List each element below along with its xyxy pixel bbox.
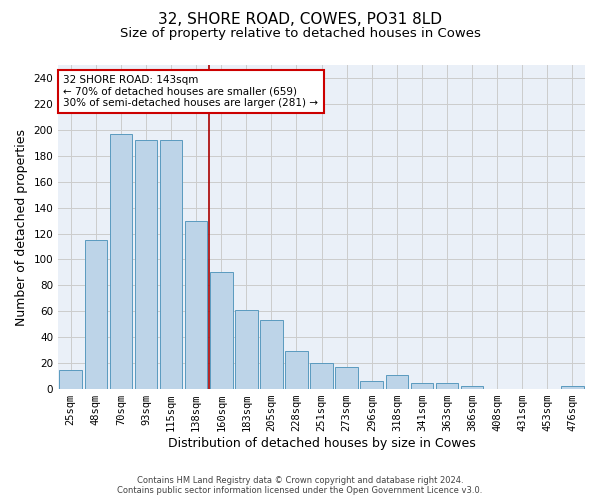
Bar: [361, 382, 383, 389]
Text: 32, SHORE ROAD, COWES, PO31 8LD: 32, SHORE ROAD, COWES, PO31 8LD: [158, 12, 442, 28]
Bar: [210, 272, 233, 389]
Bar: [436, 382, 458, 389]
Bar: [59, 370, 82, 389]
Bar: [561, 386, 584, 389]
Bar: [461, 386, 484, 389]
Bar: [110, 134, 132, 389]
Bar: [185, 220, 208, 389]
X-axis label: Distribution of detached houses by size in Cowes: Distribution of detached houses by size …: [168, 437, 475, 450]
Bar: [335, 367, 358, 389]
Text: Contains HM Land Registry data © Crown copyright and database right 2024.
Contai: Contains HM Land Registry data © Crown c…: [118, 476, 482, 495]
Bar: [285, 352, 308, 389]
Bar: [85, 240, 107, 389]
Text: Size of property relative to detached houses in Cowes: Size of property relative to detached ho…: [119, 28, 481, 40]
Bar: [235, 310, 257, 389]
Bar: [386, 375, 408, 389]
Bar: [134, 140, 157, 389]
Text: 32 SHORE ROAD: 143sqm
← 70% of detached houses are smaller (659)
30% of semi-det: 32 SHORE ROAD: 143sqm ← 70% of detached …: [64, 74, 319, 108]
Bar: [160, 140, 182, 389]
Bar: [410, 382, 433, 389]
Y-axis label: Number of detached properties: Number of detached properties: [15, 128, 28, 326]
Bar: [260, 320, 283, 389]
Bar: [310, 363, 333, 389]
